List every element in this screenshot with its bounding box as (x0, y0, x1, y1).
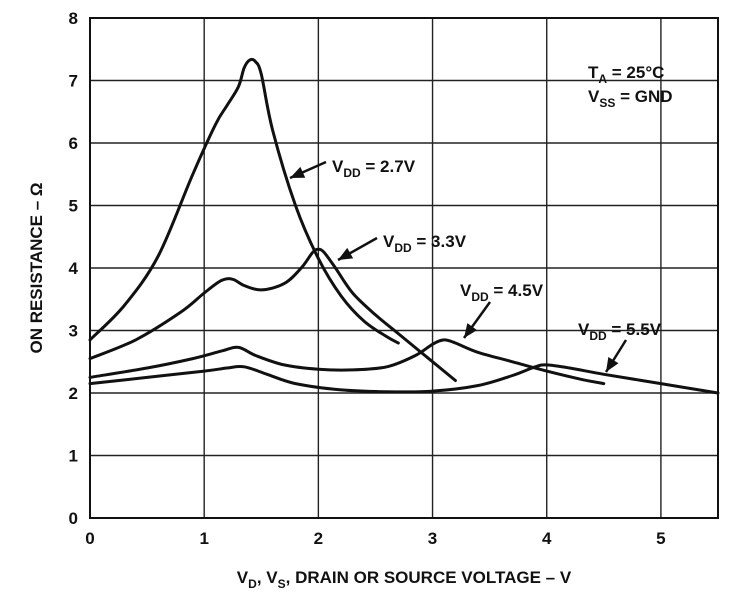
x-axis-title: VD, VS, DRAIN OR SOURCE VOLTAGE – V (237, 568, 572, 591)
y-tick-label: 6 (69, 134, 78, 153)
x-tick-label: 0 (85, 529, 94, 548)
series-arrows (289, 160, 628, 373)
x-tick-label: 5 (656, 529, 665, 548)
series-label-4: VDD = 5.5V (578, 320, 662, 343)
series-line-1 (88, 57, 400, 345)
y-tick-label: 7 (69, 72, 78, 91)
tick-labels: 0 1 2 3 4 5 0 1 2 3 4 5 6 7 8 (69, 9, 666, 548)
x-tick-label: 4 (542, 529, 552, 548)
y-tick-label: 3 (69, 322, 78, 341)
y-tick-label: 4 (69, 259, 79, 278)
series-label-2: VDD = 3.3V (383, 232, 467, 255)
series-line-3 (88, 338, 606, 386)
series-arrowhead-4 (606, 356, 619, 372)
y-tick-label: 2 (69, 384, 78, 403)
series-arrowhead-2 (338, 247, 354, 260)
series-line-4 (88, 363, 720, 395)
y-tick-label: 1 (69, 447, 78, 466)
y-axis-title: ON RESISTANCE – Ω (27, 182, 46, 353)
series-lines (88, 57, 720, 395)
y-tick-label: 5 (69, 197, 78, 216)
grid (90, 18, 718, 518)
series-arrowhead-1 (290, 166, 306, 178)
y-tick-label: 8 (69, 9, 78, 28)
series-arrowhead-3 (464, 323, 478, 338)
x-tick-label: 2 (314, 529, 323, 548)
series-label-1: VDD = 2.7V (332, 157, 416, 180)
condition-label-2: VSS = GND (588, 87, 673, 110)
series-line-2 (88, 247, 457, 382)
x-tick-label: 1 (199, 529, 208, 548)
annotations: VDD = 2.7V VDD = 3.3V VDD = 4.5V VDD = 5.5V… (27, 63, 673, 591)
condition-label-1: TA = 25°C (588, 63, 664, 86)
x-tick-label: 3 (428, 529, 437, 548)
y-tick-label: 0 (69, 509, 78, 528)
series-label-3: VDD = 4.5V (460, 281, 544, 304)
plot-frame (89, 17, 719, 519)
